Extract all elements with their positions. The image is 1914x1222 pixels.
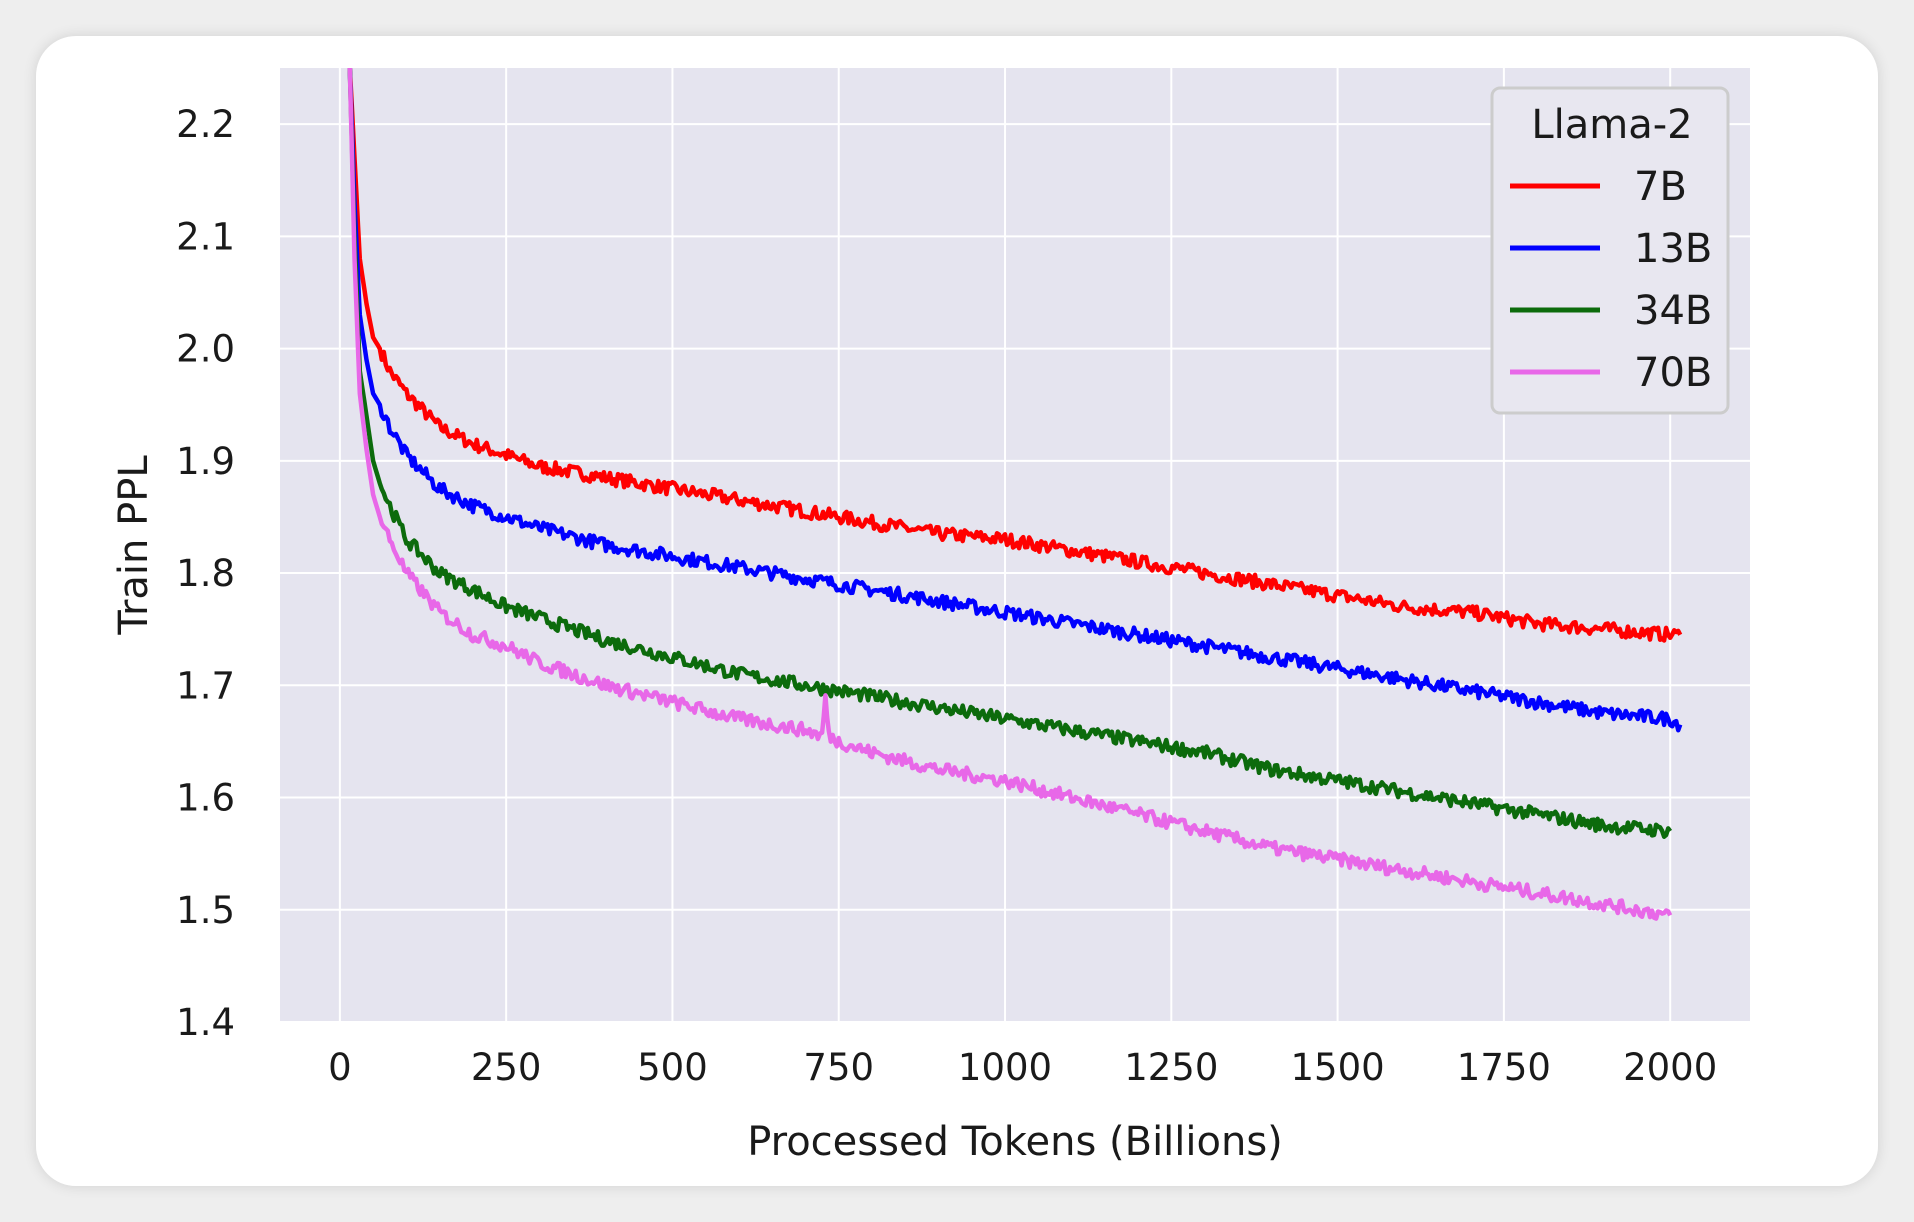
x-tick-labels: 0 250 500 750 1000 1250 1500 1750 2000 <box>328 1046 1717 1089</box>
x-tick-label: 250 <box>471 1046 542 1089</box>
y-tick-label: 1.4 <box>176 1001 235 1044</box>
x-tick-label: 500 <box>637 1046 708 1089</box>
y-tick-label: 2.1 <box>176 215 235 258</box>
series-line-13b <box>347 68 1683 733</box>
y-axis-label: Train PPL <box>111 455 157 636</box>
legend-box <box>1490 86 1730 415</box>
y-tick-label: 1.9 <box>176 440 235 483</box>
series-line-7b <box>347 68 1683 643</box>
y-tick-labels: 1.4 1.5 1.6 1.7 1.8 1.9 2.0 2.1 2.2 <box>176 103 235 1044</box>
x-tick-label: 1000 <box>958 1046 1052 1089</box>
legend-label: 34B <box>1634 288 1712 334</box>
y-tick-label: 1.7 <box>176 664 235 707</box>
series-line-34b <box>347 68 1673 839</box>
y-tick-label: 1.6 <box>176 777 235 820</box>
y-tick-label: 1.8 <box>176 552 235 595</box>
y-tick-label: 2.2 <box>176 103 235 146</box>
x-tick-label: 1250 <box>1124 1046 1218 1089</box>
legend-label: 13B <box>1634 226 1712 272</box>
x-tick-label: 750 <box>803 1046 874 1089</box>
x-tick-label: 1500 <box>1291 1046 1385 1089</box>
y-tick-label: 1.5 <box>176 889 235 932</box>
x-tick-label: 1750 <box>1457 1046 1551 1089</box>
legend-title: Llama-2 <box>1531 102 1692 148</box>
legend-label: 7B <box>1634 164 1687 210</box>
series-lines <box>347 68 1683 921</box>
series-line-70b <box>347 68 1673 921</box>
legend: Llama-2 7B 13B 34B 70B <box>1490 86 1730 415</box>
legend-items: 7B 13B 34B 70B <box>1510 164 1712 396</box>
legend-label: 70B <box>1634 350 1712 396</box>
x-axis-label: Processed Tokens (Billions) <box>747 1119 1283 1165</box>
y-tick-label: 2.0 <box>176 328 235 371</box>
x-tick-label: 2000 <box>1623 1046 1717 1089</box>
x-tick-label: 0 <box>328 1046 352 1089</box>
